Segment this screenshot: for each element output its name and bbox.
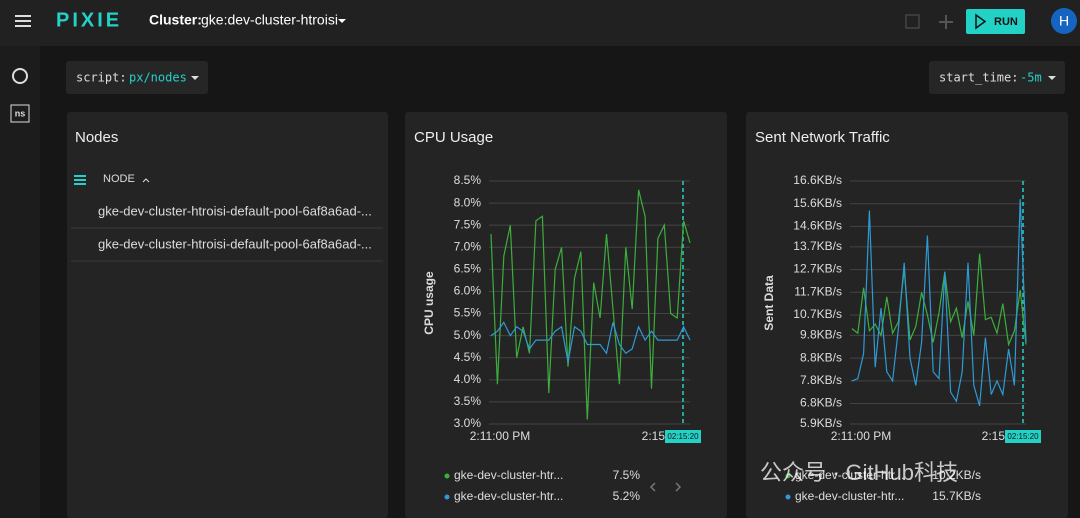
legend-dot (444, 494, 450, 500)
y-tick-label: 3.0% (454, 416, 482, 430)
y-tick-label: 7.5% (454, 217, 482, 231)
menu-button[interactable] (15, 15, 31, 27)
ns-icon[interactable] (10, 104, 30, 123)
legend-value: 10.2KB/s (932, 468, 981, 482)
legend-name[interactable]: gke-dev-cluster-htr... (795, 468, 904, 482)
top-bar (0, 0, 1080, 46)
time-selector[interactable] (929, 61, 1065, 94)
chart-panel (405, 112, 727, 518)
series-line (851, 199, 1027, 406)
x-tick-label: 2:11:00 PM (831, 429, 891, 443)
cursor-label: 02:15:20 (667, 432, 699, 441)
run-icon (975, 13, 987, 30)
logo[interactable]: PIXIE (56, 9, 122, 31)
column-header[interactable]: NODE (103, 173, 135, 185)
script-selector[interactable] (66, 61, 208, 94)
y-tick-label: 6.0% (454, 284, 482, 298)
ns-label: ns (15, 108, 26, 118)
y-tick-label: 9.8KB/s (800, 328, 842, 342)
time-dropdown (1048, 76, 1056, 80)
y-tick-label: 5.5% (454, 306, 482, 320)
y-tick-label: 10.7KB/s (793, 307, 842, 321)
y-tick-label: 8.8KB/s (800, 350, 842, 364)
y-tick-label: 3.5% (454, 394, 482, 408)
cursor-label-box (665, 430, 701, 443)
legend-name[interactable]: gke-dev-cluster-htr... (454, 468, 563, 482)
y-tick-label: 5.9KB/s (800, 416, 842, 430)
x-tick-label: 2:15 (982, 429, 1006, 443)
time-label: start_time: (939, 71, 1018, 85)
y-tick-label: 8.5% (454, 173, 482, 187)
script-value: px/nodes (129, 71, 187, 85)
avatar[interactable] (1051, 8, 1077, 34)
y-tick-label: 7.8KB/s (800, 373, 842, 387)
kubernetes-icon[interactable] (12, 68, 28, 84)
edit-icon[interactable] (905, 14, 920, 29)
legend-dot (785, 494, 791, 500)
y-tick-label: 13.7KB/s (793, 239, 842, 253)
column-menu[interactable] (74, 175, 86, 185)
move-icon[interactable] (939, 15, 953, 29)
y-tick-label: 7.0% (454, 239, 482, 253)
legend-prev[interactable] (649, 482, 656, 492)
y-tick-label: 8.0% (454, 195, 482, 209)
run-button[interactable] (966, 9, 1025, 34)
legend-value: 15.7KB/s (932, 489, 981, 503)
chart-title: Sent Network Traffic (755, 129, 890, 146)
nodes-panel (67, 112, 388, 518)
watermark: 公众号 · GitHub科技 (760, 460, 958, 485)
series-line (851, 253, 1027, 347)
script-label: script: (76, 71, 127, 85)
node-row[interactable]: gke-dev-cluster-htroisi-default-pool-6af… (98, 236, 372, 251)
chart-title: CPU Usage (414, 129, 493, 146)
cluster-dropdown[interactable] (338, 19, 346, 23)
cursor-label-box (1005, 430, 1041, 443)
legend-name[interactable]: gke-dev-cluster-htr... (454, 489, 563, 503)
y-axis-label: Sent Data (762, 275, 776, 331)
run-label: RUN (994, 16, 1018, 28)
y-tick-label: 4.5% (454, 350, 482, 364)
cluster-name[interactable]: gke:dev-cluster-htroisi (201, 12, 338, 28)
cluster-label: Cluster: (149, 12, 202, 28)
y-tick-label: 12.7KB/s (793, 262, 842, 276)
y-tick-label: 15.6KB/s (793, 196, 842, 210)
script-dropdown (191, 76, 199, 80)
sidebar (0, 46, 40, 518)
legend-next[interactable] (675, 482, 682, 492)
x-tick-label: 2:15 (642, 429, 666, 443)
legend-value: 5.2% (613, 489, 641, 503)
sort-icon (142, 178, 150, 183)
series-line (490, 321, 691, 363)
series-line (490, 189, 691, 420)
time-value: -5m (1020, 71, 1042, 85)
y-tick-label: 14.6KB/s (793, 219, 842, 233)
nodes-title: Nodes (75, 129, 118, 146)
y-tick-label: 16.6KB/s (793, 173, 842, 187)
y-tick-label: 11.7KB/s (794, 284, 842, 298)
y-tick-label: 4.0% (454, 372, 482, 386)
legend-dot (444, 473, 450, 479)
node-row[interactable]: gke-dev-cluster-htroisi-default-pool-6af… (98, 203, 372, 218)
legend-name[interactable]: gke-dev-cluster-htr... (795, 489, 904, 503)
avatar-letter: H (1059, 13, 1069, 29)
legend-value: 7.5% (613, 468, 641, 482)
legend-dot (785, 473, 791, 479)
y-tick-label: 5.0% (454, 328, 482, 342)
x-tick-label: 2:11:00 PM (470, 429, 530, 443)
cursor-label: 02:15:20 (1007, 432, 1039, 441)
y-tick-label: 6.8KB/s (800, 396, 842, 410)
y-axis-label: CPU usage (422, 271, 436, 335)
y-tick-label: 6.5% (454, 262, 482, 276)
